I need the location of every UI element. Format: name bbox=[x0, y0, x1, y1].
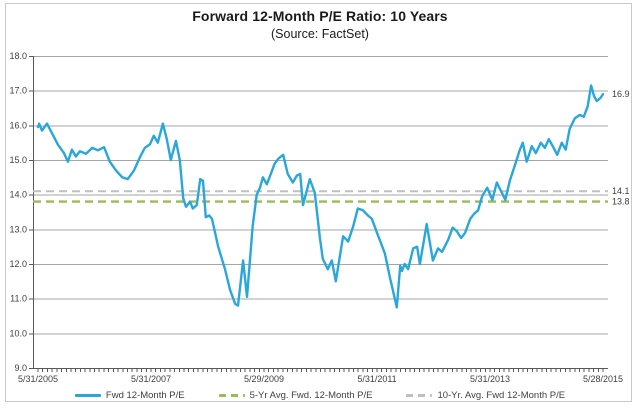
end-label: 16.9 bbox=[612, 89, 630, 99]
pe-line bbox=[36, 84, 605, 309]
legend-label: 5-Yr Avg. Fwd. 12-Month P/E bbox=[249, 389, 373, 401]
x-tick-label: 5/31/2013 bbox=[470, 374, 510, 384]
y-tick-label: 15.0 bbox=[9, 155, 27, 165]
end-label: 14.1 bbox=[612, 186, 630, 196]
legend-label: Fwd 12-Month P/E bbox=[105, 389, 185, 401]
y-tick-label: 16.0 bbox=[9, 120, 27, 130]
y-tick-label: 14.0 bbox=[9, 190, 27, 200]
x-tick-label: 5/31/2005 bbox=[18, 374, 58, 384]
y-tick-label: 9.0 bbox=[14, 363, 27, 373]
end-label: 13.8 bbox=[612, 197, 630, 207]
x-tick-label: 5/29/2009 bbox=[244, 374, 284, 384]
x-tick-label: 5/31/2007 bbox=[131, 374, 171, 384]
legend-swatch-dash-icon bbox=[406, 393, 433, 397]
chart-legend: Fwd 12-Month P/E 5-Yr Avg. Fwd. 12-Month… bbox=[0, 386, 640, 404]
x-tick-label: 5/28/2015 bbox=[583, 374, 623, 384]
legend-item-fwd-pe: Fwd 12-Month P/E bbox=[74, 389, 185, 401]
y-tick-label: 10.0 bbox=[9, 328, 27, 338]
legend-item-5yr-avg: 5-Yr Avg. Fwd. 12-Month P/E bbox=[218, 389, 373, 401]
y-tick-label: 13.0 bbox=[9, 224, 27, 234]
legend-swatch-dash-icon bbox=[218, 393, 245, 397]
legend-swatch-line-icon bbox=[74, 393, 101, 397]
x-tick-label: 5/31/2011 bbox=[357, 374, 396, 384]
legend-item-10yr-avg: 10-Yr. Avg. Fwd 12-Month P/E bbox=[406, 390, 565, 401]
y-tick-label: 11.0 bbox=[10, 294, 27, 304]
chart-title: Forward 12-Month P/E Ratio: 10 Years bbox=[192, 8, 448, 24]
y-tick-label: 12.0 bbox=[9, 259, 27, 269]
legend-label: 10-Yr. Avg. Fwd 12-Month P/E bbox=[437, 389, 566, 401]
y-tick-label: 17.0 bbox=[9, 86, 27, 96]
chart-subtitle: (Source: FactSet) bbox=[271, 27, 369, 41]
y-tick-label: 18.0 bbox=[9, 51, 27, 61]
